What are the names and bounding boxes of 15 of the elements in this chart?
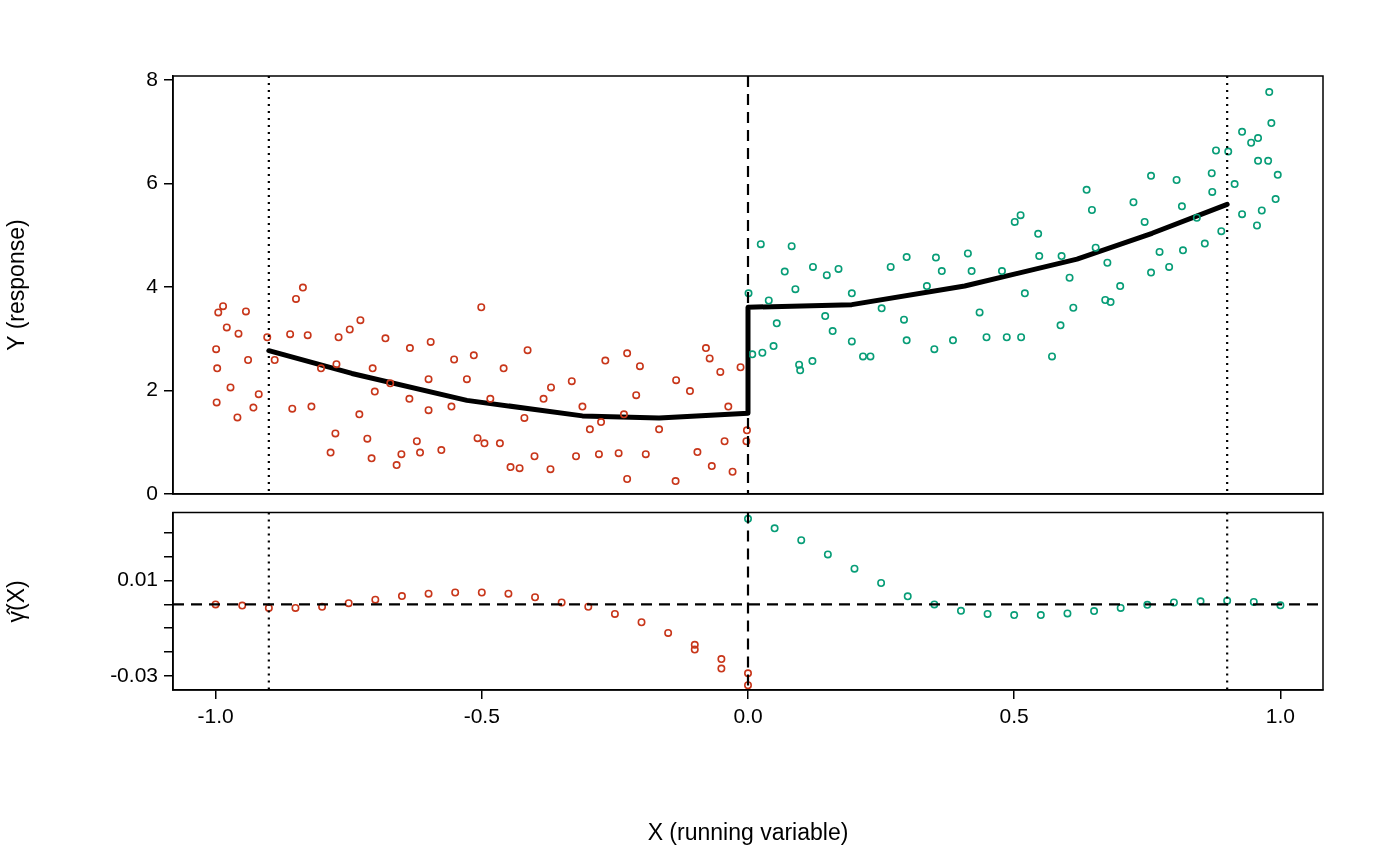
y-tick-label: 0 [146,480,158,504]
x-tick-label: 0.5 [999,704,1029,728]
y-tick-label: -0.03 [110,662,158,686]
y-axis-title: γ̂(X) [3,580,30,623]
x-tick-label: -0.5 [463,704,500,728]
y-tick-label: 6 [146,170,158,194]
y-tick-label: 8 [146,66,158,90]
x-tick-label: 0.0 [733,704,763,728]
y-tick-label: 0.01 [117,567,158,591]
x-axis-title: X (running variable) [647,818,849,845]
y-tick-label: 2 [146,377,158,401]
y-axis-title: Y (response) [3,219,30,351]
x-tick-label: 1.0 [1265,704,1296,728]
y-tick-label: 4 [146,273,159,297]
x-tick-label: -1.0 [197,704,234,728]
